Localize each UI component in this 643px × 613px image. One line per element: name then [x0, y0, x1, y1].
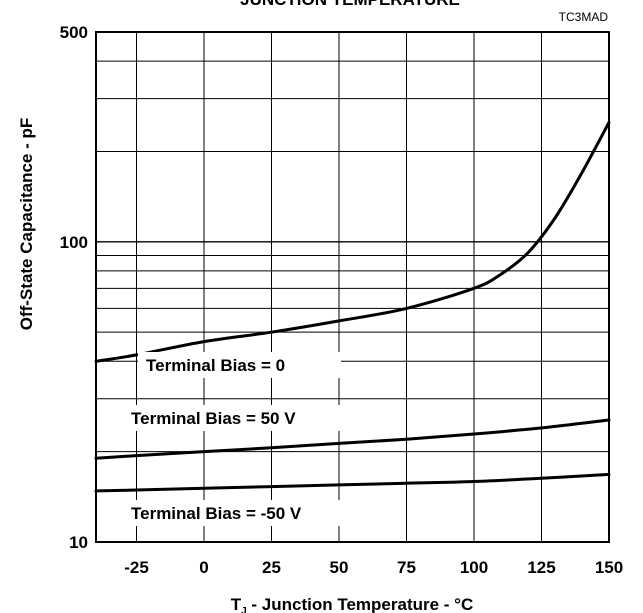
y-axis-title: Off-State Capacitance - pF [17, 118, 36, 331]
x-tick-label: 75 [397, 558, 416, 577]
x-tick-label: 25 [262, 558, 281, 577]
series-label-0: Terminal Bias = 0 [146, 356, 285, 375]
figure-code: TC3MAD [559, 10, 609, 24]
series-label-1: Terminal Bias = 50 V [131, 409, 296, 428]
x-tick-label: -25 [124, 558, 149, 577]
labels: Terminal Bias = 0 Terminal Bias = 50 V Ter… [60, 23, 624, 577]
series-label-bg [138, 352, 341, 378]
y-tick-label: 100 [60, 233, 88, 252]
x-tick-label: 100 [460, 558, 488, 577]
x-tick-label: 125 [527, 558, 555, 577]
series-line-2 [94, 472, 611, 493]
chart-title: JUNCTION TEMPERATURE [240, 0, 460, 9]
x-tick-label: 0 [199, 558, 208, 577]
grid [95, 31, 610, 543]
x-axis-title-rest: - Junction Temperature - °C [247, 595, 474, 613]
x-axis-title: TJ - Junction Temperature - °C [231, 595, 474, 613]
x-tick-label: 150 [595, 558, 623, 577]
series-label-2: Terminal Bias = -50 V [131, 504, 302, 523]
curves [94, 120, 611, 493]
x-axis-title-t: T [231, 595, 242, 613]
plot-frame [95, 31, 610, 543]
series-line-1 [94, 418, 611, 460]
x-axis-title-sub: J [241, 606, 247, 613]
y-tick-label: 10 [69, 533, 88, 552]
series-line-0 [94, 120, 611, 363]
series-label-bg [123, 500, 348, 526]
y-tick-label: 500 [60, 23, 88, 42]
series-label-bg [123, 405, 343, 431]
x-tick-label: 50 [330, 558, 349, 577]
